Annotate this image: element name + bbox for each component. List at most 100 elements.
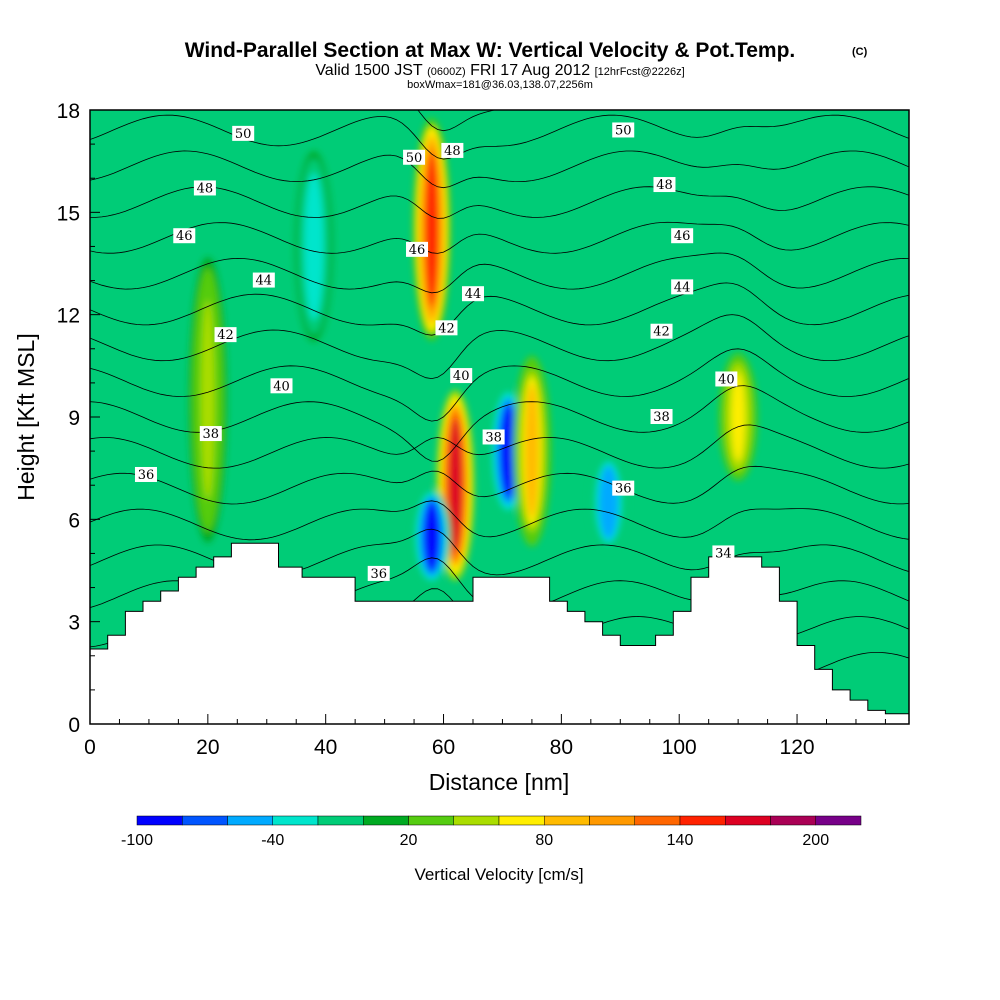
y-tick-label: 6 <box>68 509 80 532</box>
x-tick-label: 60 <box>432 736 455 759</box>
svg-text:50: 50 <box>615 123 632 138</box>
theta-contour-44 <box>90 282 909 336</box>
contour-label: 46 <box>173 228 196 244</box>
svg-text:48: 48 <box>444 144 461 159</box>
colorbar-swatch <box>589 815 635 826</box>
svg-text:44: 44 <box>674 280 691 295</box>
vertical-velocity-field <box>188 118 758 584</box>
svg-text:44: 44 <box>256 274 273 289</box>
contour-label: 48 <box>653 177 676 193</box>
colorbar-tick-label: 20 <box>400 832 418 849</box>
colorbar-label: Vertical Velocity [cm/s] <box>414 865 583 884</box>
velocity-updraft-6-level-4 <box>731 372 745 462</box>
colorbar-swatch <box>227 815 273 826</box>
theta-contour-41 <box>90 385 909 462</box>
contour-label: 40 <box>270 378 293 394</box>
svg-text:48: 48 <box>197 181 214 196</box>
theta-contour-42 <box>90 348 909 422</box>
contour-label: 42 <box>650 323 673 340</box>
velocity-updraft-0-level-4 <box>425 151 439 307</box>
x-tick-label: 80 <box>550 736 573 759</box>
svg-text:38: 38 <box>653 410 670 425</box>
x-tick-label: 120 <box>780 736 815 759</box>
svg-text:36: 36 <box>138 468 155 483</box>
contour-label: 48 <box>193 180 216 196</box>
colorbar-swatch <box>453 815 500 826</box>
contour-label: 50 <box>232 125 255 142</box>
colorbar-swatch <box>182 815 228 826</box>
svg-text:50: 50 <box>235 127 252 142</box>
x-axis-label: Distance [nm] <box>429 769 570 795</box>
svg-text:38: 38 <box>485 430 502 445</box>
theta-contour-38 <box>90 500 909 541</box>
colorbar-swatch <box>544 815 590 826</box>
colorbar-swatch <box>136 815 183 826</box>
theta-contour-46 <box>90 221 909 254</box>
svg-text:46: 46 <box>674 229 691 244</box>
y-tick-label: 0 <box>68 714 80 737</box>
svg-text:42: 42 <box>653 325 670 340</box>
contour-label: 44 <box>461 286 484 302</box>
theta-contour-45 <box>90 252 909 294</box>
colorbar-swatch <box>363 815 409 826</box>
svg-text:42: 42 <box>217 328 234 343</box>
y-tick-label: 18 <box>57 100 80 123</box>
velocity-downdraft-3-level-4 <box>501 406 515 496</box>
x-tick-label: 0 <box>84 736 96 759</box>
colorbar: -100 -40 20 80 140 200 <box>121 815 862 849</box>
contour-label: 38 <box>482 429 505 445</box>
contour-label: 34 <box>712 545 735 561</box>
svg-text:46: 46 <box>409 243 426 258</box>
contour-label: 36 <box>134 466 157 483</box>
contour-label: 40 <box>715 371 738 387</box>
velocity-updraft-8-level-4 <box>201 300 215 500</box>
velocity-downdraft-2-level-4 <box>425 503 439 570</box>
svg-text:40: 40 <box>273 379 290 394</box>
subtitle-utc: (0600Z) <box>427 66 466 78</box>
y-tick-label: 12 <box>57 305 80 328</box>
svg-text:36: 36 <box>615 482 632 497</box>
subtitle-forecast: [12hrFcst@2226z] <box>595 66 685 78</box>
velocity-updraft-4-level-4 <box>525 384 539 518</box>
subtitle-date: FRI 17 Aug 2012 <box>470 62 590 79</box>
colorbar-swatch <box>272 815 319 826</box>
x-tick-label: 40 <box>314 736 337 759</box>
svg-text:40: 40 <box>718 372 735 387</box>
theta-contour-40 <box>90 424 909 469</box>
colorbar-swatch <box>725 815 771 826</box>
colorbar-tick-label: 140 <box>667 832 694 849</box>
svg-text:50: 50 <box>406 151 423 166</box>
theta-contour-39 <box>90 465 909 505</box>
svg-text:36: 36 <box>370 567 387 582</box>
x-tick-label: 20 <box>196 736 219 759</box>
contour-label: 50 <box>612 122 635 138</box>
subtitle-valid: Valid 1500 JST <box>315 62 423 79</box>
contour-label: 42 <box>214 327 237 343</box>
colorbar-swatch <box>408 815 454 826</box>
chart-subtitle: Valid 1500 JST (0600Z) FRI 17 Aug 2012 [… <box>315 62 684 79</box>
colorbar-swatch <box>634 815 681 826</box>
velocity-downdraft-7-level-4 <box>307 179 321 313</box>
y-axis-label: Height [Kft MSL] <box>13 333 39 500</box>
contour-label: 42 <box>435 320 458 336</box>
contour-label: 50 <box>403 149 426 166</box>
svg-text:48: 48 <box>656 178 673 193</box>
colorbar-swatch <box>770 815 816 826</box>
contour-label: 48 <box>441 142 464 159</box>
plot-area: 50 48 46 44 42 40 38 36 50 48 46 44 42 40 38 36 50 48 46 44… <box>90 110 909 724</box>
contour-label: 44 <box>671 279 694 295</box>
chart-info-line: boxWmax=181@36.03,138.07,2256m <box>407 79 593 91</box>
svg-text:40: 40 <box>453 369 470 384</box>
theta-contour-49 <box>90 114 909 160</box>
theta-contour-48 <box>90 150 909 189</box>
colorbar-tick-label: -40 <box>261 832 284 849</box>
y-tick-label: 9 <box>68 407 80 430</box>
y-tick-label: 15 <box>57 202 80 225</box>
theta-contour-47 <box>90 186 909 219</box>
colorbar-swatch <box>317 815 364 826</box>
svg-text:34: 34 <box>715 546 732 561</box>
svg-text:46: 46 <box>176 229 193 244</box>
contour-label: 44 <box>252 272 275 289</box>
contour-label: 38 <box>199 426 222 442</box>
